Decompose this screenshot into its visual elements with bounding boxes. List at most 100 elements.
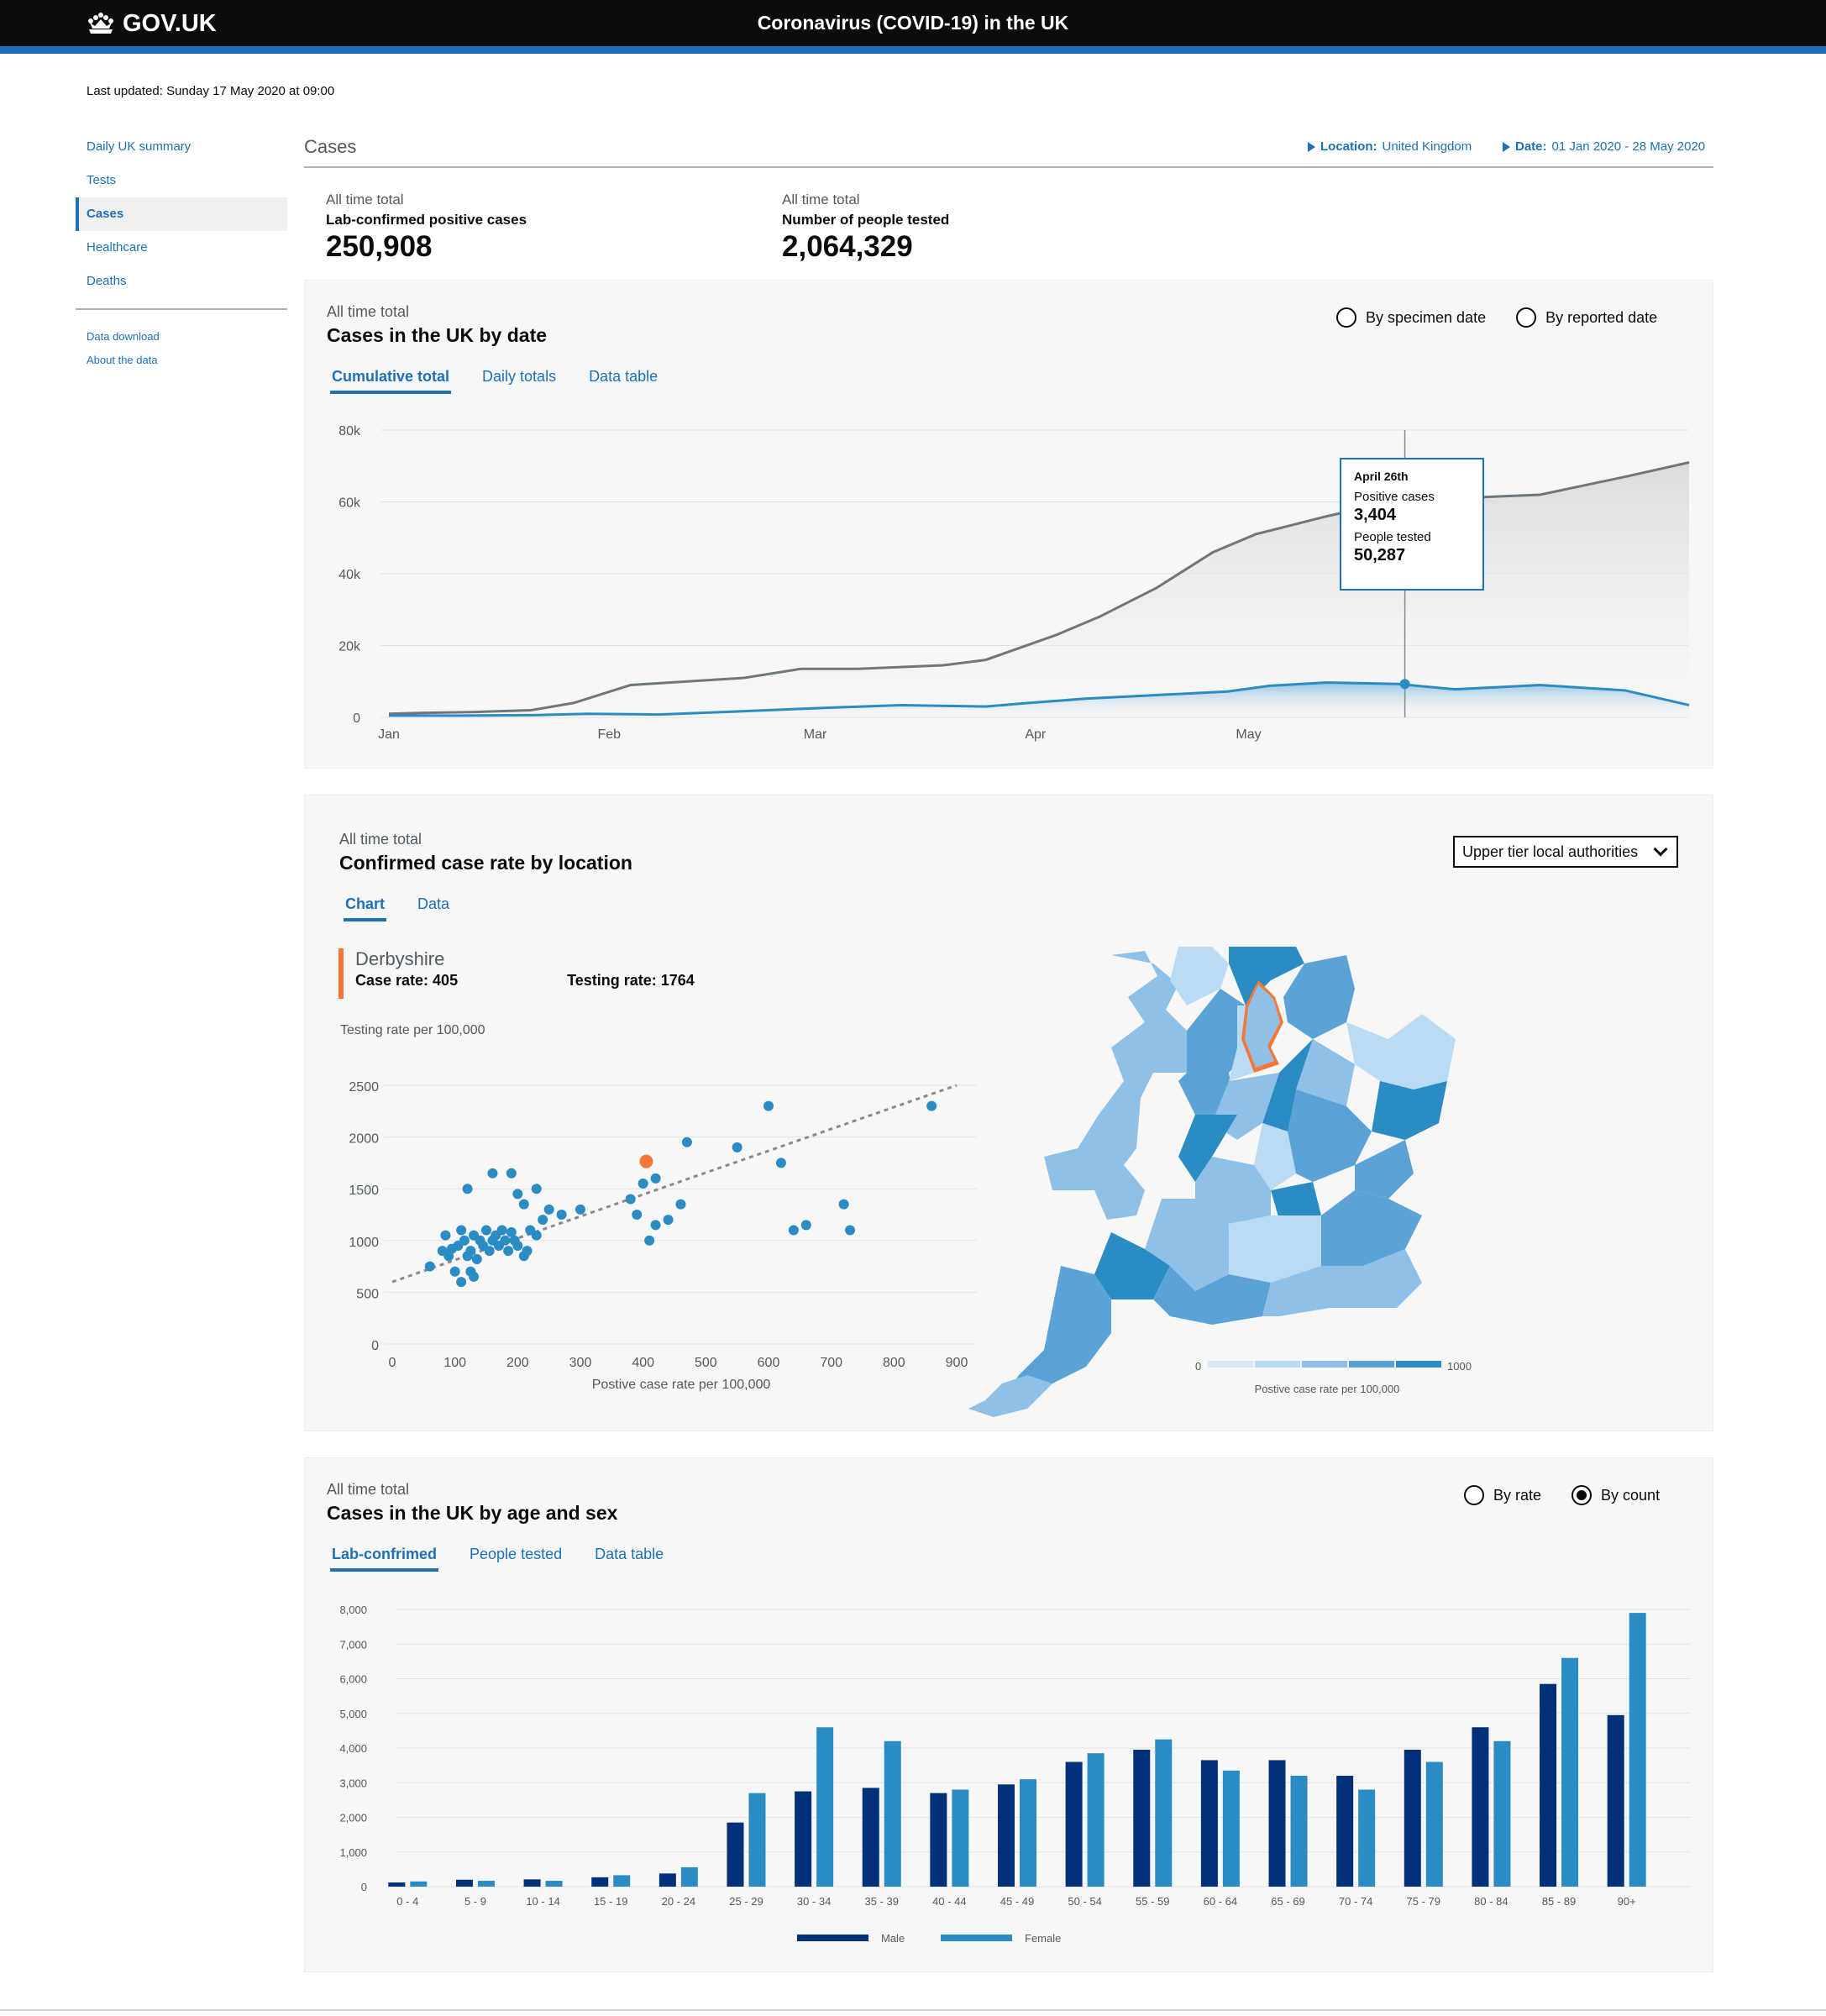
bar-male: [388, 1882, 406, 1887]
cases-by-date-panel: All time total Cases in the UK by date B…: [304, 280, 1713, 769]
age-sex-bar-chart[interactable]: 0 1,000 2,000 3,000 4,000 5,000 6,000 7,000 8,00…: [305, 1458, 1714, 1973]
tooltip-label: Positive cases: [1354, 490, 1435, 504]
map-region[interactable]: [1094, 1232, 1170, 1299]
map-region[interactable]: [1170, 947, 1229, 1005]
tab-daily-totals[interactable]: Daily totals: [482, 368, 557, 385]
x-tick-label: 700: [820, 1356, 842, 1370]
location-filter[interactable]: Location: United Kingdom: [1308, 139, 1472, 154]
map-region[interactable]: [1372, 1081, 1447, 1140]
headline-label: Number of people tested: [782, 212, 950, 228]
map-region[interactable]: [1145, 1199, 1229, 1291]
map-region[interactable]: [1245, 984, 1280, 1068]
sidebar-item-cases[interactable]: Cases: [76, 197, 287, 231]
area-type-select[interactable]: Upper tier local authorities: [1453, 836, 1678, 868]
y-tick-label: 1500: [349, 1184, 379, 1198]
logo-text: GOV.UK: [123, 9, 217, 37]
sidebar-item-healthcare[interactable]: Healthcare: [87, 240, 148, 255]
map-region[interactable]: [1288, 1089, 1372, 1182]
x-tick-label: 25 - 29: [729, 1895, 763, 1908]
map-region[interactable]: [1283, 955, 1355, 1039]
x-tick-label: Apr: [1025, 727, 1047, 742]
scatter-point: [763, 1100, 774, 1111]
age-sex-tabs: Lab-confrimed People tested Data table: [330, 1546, 665, 1572]
map-region[interactable]: [1044, 951, 1187, 1220]
bar-female: [1493, 1740, 1511, 1887]
series-line-1: [389, 681, 1690, 717]
scatter-point: [556, 1210, 567, 1220]
map-region[interactable]: [1346, 1014, 1456, 1089]
map-region[interactable]: [1178, 989, 1254, 1115]
date-filter[interactable]: Date: 01 Jan 2020 - 28 May 2020: [1503, 139, 1705, 154]
header-stripe: [0, 46, 1826, 54]
x-tick-label: 0 - 4: [396, 1895, 418, 1908]
sidebar-item-deaths[interactable]: Deaths: [87, 274, 127, 288]
map-region[interactable]: [1229, 1215, 1321, 1283]
bar-female: [477, 1880, 495, 1887]
tab-data[interactable]: Data: [417, 895, 450, 912]
bar-female: [1561, 1657, 1579, 1887]
crown-icon: [88, 13, 113, 34]
bar-male: [1404, 1750, 1421, 1887]
bar-female: [1020, 1779, 1036, 1887]
tab-lab-confirmed[interactable]: Lab-confrimed: [330, 1546, 439, 1572]
site-title[interactable]: Coronavirus (COVID-19) in the UK: [757, 12, 1069, 34]
legend-min: 0: [1195, 1360, 1201, 1373]
hover-point: [1399, 679, 1410, 690]
series-area: [389, 682, 1689, 717]
scatter-point: [775, 1158, 786, 1168]
map-region[interactable]: [1229, 1005, 1254, 1081]
map-region[interactable]: [1153, 1266, 1271, 1325]
map-region[interactable]: [1002, 1266, 1111, 1409]
y-tick-label: 2500: [349, 1080, 379, 1095]
scatter-point: [481, 1225, 491, 1236]
scatter-point: [465, 1266, 476, 1277]
y-tick-label: 1,000: [339, 1846, 367, 1859]
map-regions: [968, 947, 1456, 1417]
tab-people-tested[interactable]: People tested: [470, 1546, 563, 1562]
govuk-logo[interactable]: GOV.UK: [86, 8, 217, 39]
map-region[interactable]: [1254, 1123, 1296, 1190]
map-region[interactable]: [1229, 947, 1304, 1005]
scatter-point: [512, 1189, 523, 1200]
radio-reported-date[interactable]: By reported date: [1516, 307, 1657, 328]
radio-specimen-date[interactable]: By specimen date: [1336, 307, 1486, 328]
scatter-point: [487, 1168, 498, 1179]
legend-label: Postive case rate per 100,000: [1255, 1383, 1400, 1395]
map-region[interactable]: [1271, 1182, 1321, 1220]
sidebar-link-data-download[interactable]: Data download: [87, 330, 160, 343]
tab-chart[interactable]: Chart: [344, 895, 387, 921]
map-region[interactable]: [968, 1375, 1052, 1417]
tab-data-table[interactable]: Data table: [595, 1546, 664, 1562]
map-region[interactable]: [1321, 1190, 1422, 1266]
panel-title: Cases in the UK by age and sex: [327, 1502, 618, 1524]
map-region[interactable]: [1195, 1157, 1271, 1224]
radio-by-count[interactable]: By count: [1572, 1485, 1660, 1505]
bar-female: [1290, 1776, 1308, 1887]
tab-cumulative-total[interactable]: Cumulative total: [330, 368, 452, 394]
map-region[interactable]: [1178, 1115, 1237, 1182]
y-tick-label: 40k: [338, 568, 361, 582]
cases-line-chart[interactable]: 0 20k 40k 60k 80k Jan Feb Mar Apr May: [305, 281, 1714, 769]
scatter-point-highlight: [639, 1154, 653, 1168]
case-rate-scatter-chart[interactable]: Testing rate per 100,0000500100015002000…: [305, 795, 1714, 1432]
y-tick-label: 0: [361, 1881, 367, 1893]
legend-swatch: [1302, 1361, 1347, 1368]
tab-data-table[interactable]: Data table: [589, 368, 659, 385]
map-region[interactable]: [1262, 1249, 1422, 1316]
scatter-point: [506, 1226, 517, 1237]
radio-by-rate[interactable]: By rate: [1464, 1485, 1541, 1505]
x-tick-label: 0: [389, 1356, 396, 1370]
panel-title: Cases in the UK by date: [327, 324, 548, 346]
scatter-point: [506, 1168, 517, 1179]
bar-male: [1133, 1750, 1151, 1887]
headline-value: 2,064,329: [782, 230, 913, 263]
x-tick-label: 65 - 69: [1271, 1895, 1304, 1908]
sidebar-item-tests[interactable]: Tests: [87, 173, 117, 187]
scatter-point: [459, 1235, 470, 1246]
map-region[interactable]: [1355, 1140, 1414, 1199]
trend-line: [391, 1084, 958, 1284]
bar-male: [1607, 1714, 1624, 1887]
sidebar-item-daily-summary[interactable]: Daily UK summary: [87, 139, 192, 154]
sidebar-link-about-data[interactable]: About the data: [87, 354, 158, 366]
